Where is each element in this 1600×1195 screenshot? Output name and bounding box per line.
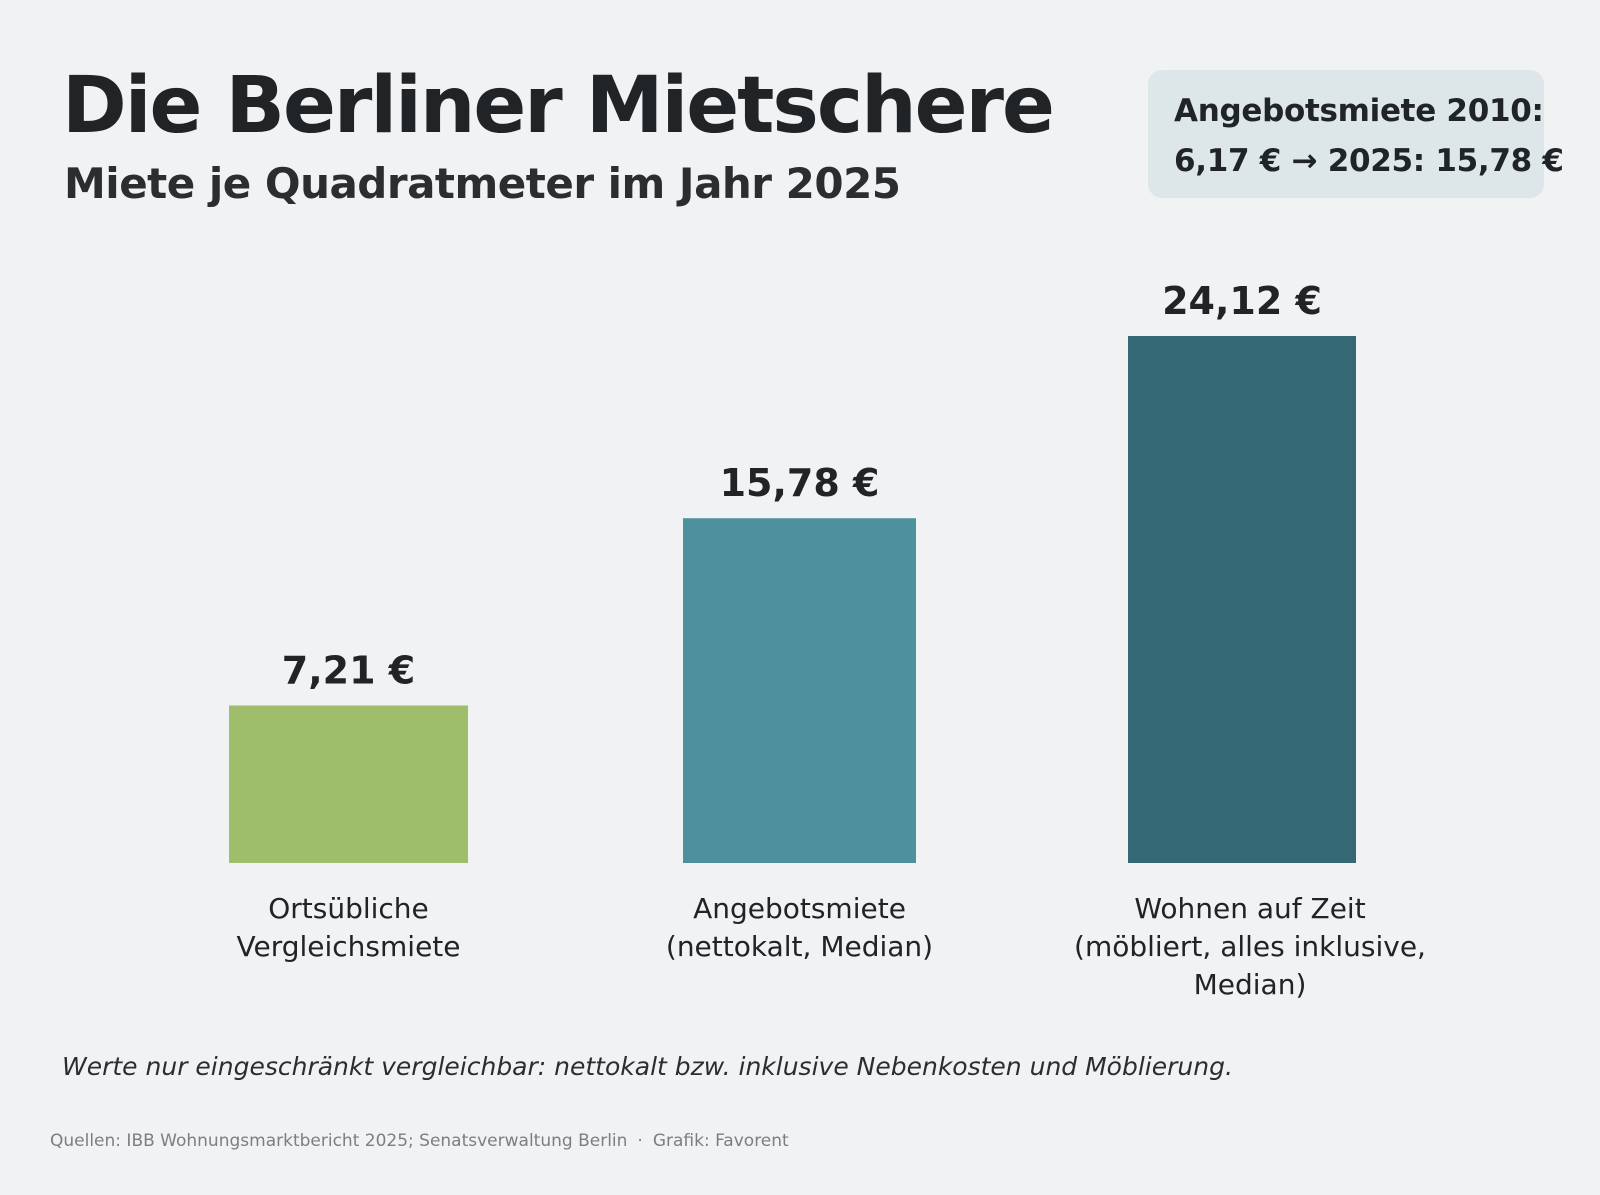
category-label-2-line-1: Angebotsmiete (693, 892, 906, 925)
bar-value-label-1: 7,21 € (282, 648, 415, 692)
bar-2 (683, 518, 916, 863)
category-label-1-line-1: Ortsübliche (268, 892, 429, 925)
rent-bar-chart: 7,21 € Ortsübliche Vergleichsmiete 15,78 € A… (229, 279, 1426, 1001)
category-label-3-line-2: (möbliert, alles inklusive, (1074, 930, 1426, 963)
bar-3 (1128, 336, 1356, 863)
category-label-3-line-1: Wohnen auf Zeit (1134, 892, 1365, 925)
source-footer: Quellen: IBB Wohnungsmarktbericht 2025; … (50, 1131, 789, 1151)
page-subtitle: Miete je Quadratmeter im Jahr 2025 (64, 159, 901, 208)
callout-line-1: Angebotsmiete 2010: (1174, 93, 1544, 129)
page-title: Die Berliner Mietschere (62, 61, 1055, 151)
category-label-2-line-2: (nettokalt, Median) (666, 930, 933, 963)
bar-value-label-2: 15,78 € (720, 461, 880, 505)
category-label-3-line-3: Median) (1194, 968, 1307, 1001)
credit-text: Grafik: Favorent (652, 1131, 789, 1151)
rent-comparison-callout: Angebotsmiete 2010: 6,17 € → 2025: 15,78… (1148, 70, 1564, 198)
category-label-1-line-2: Vergleichsmiete (237, 930, 461, 963)
comparability-note: Werte nur eingeschränkt vergleichbar: ne… (62, 1052, 1233, 1081)
bar-value-label-3: 24,12 € (1162, 279, 1322, 323)
footer-separator: · (637, 1131, 643, 1151)
source-text: Quellen: IBB Wohnungsmarktbericht 2025; … (50, 1131, 628, 1151)
bar-1 (229, 705, 468, 863)
callout-line-2: 6,17 € → 2025: 15,78 € (1174, 143, 1564, 179)
